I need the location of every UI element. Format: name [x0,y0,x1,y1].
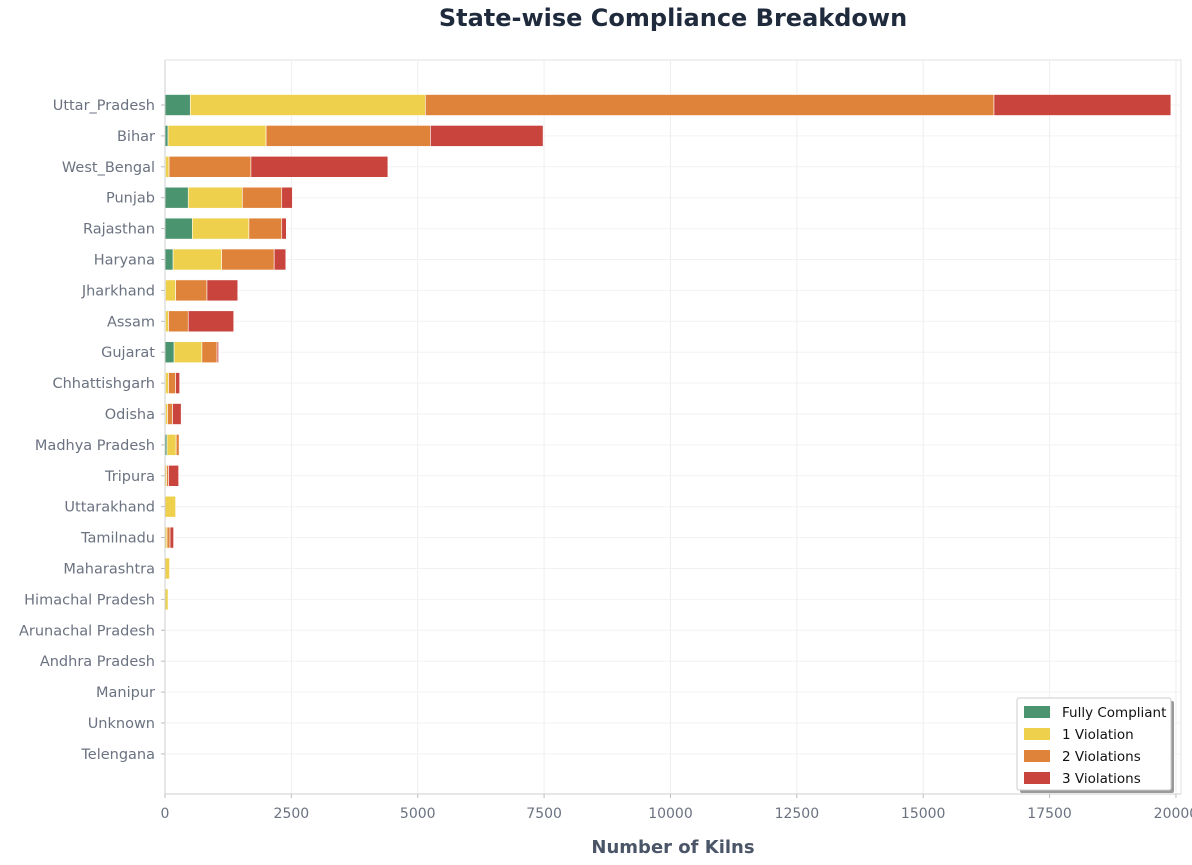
bar-gujarat-series-0 [164,341,175,364]
bar-chhattishgarh-series-1 [165,372,169,394]
y-tick-label: Arunachal Pradesh [19,623,155,639]
x-tick-labels: 0 2500 5000 7500 10000 12500 15000 17500 20000 [161,794,1192,822]
y-tick-label: Punjab [106,191,155,207]
x-tick-label: 0 [161,806,170,822]
bar-west-bengal-series-2 [168,156,252,178]
bar-gujarat-series-2 [201,341,218,364]
x-tick-label: 17500 [1027,806,1072,822]
bar-odisha-series-1 [165,403,168,425]
y-tick-label: Telengana [80,747,155,763]
x-axis-label: Number of Kilns [591,837,754,858]
legend-label: 1 Violation [1062,727,1134,743]
bar-uttar-pradesh-series-1 [189,94,426,116]
bar-jharkhand-series-3 [206,279,239,302]
bar-rajasthan-series-2 [248,217,283,240]
y-tick-label: Odisha [105,407,155,423]
bar-bihar-series-2 [265,125,431,147]
legend: Fully Compliant 1 Violation 2 Violations 3 … [1016,697,1174,793]
y-tick-label: Gujarat [101,345,155,361]
bar-assam-series-1 [165,310,169,333]
bar-haryana-series-0 [164,248,174,271]
bar-punjab-series-2 [242,186,283,209]
bar-gujarat-series-3 [216,341,219,364]
y-tick-label: Tamilnadu [80,531,155,547]
legend-label: 3 Violations [1062,771,1141,787]
bar-rajasthan-series-0 [164,217,193,240]
x-tick-label: 7500 [526,806,562,822]
y-tick-label: Uttar_Pradesh [53,98,155,114]
x-tick-label: 15000 [901,806,946,822]
bar-odisha-series-3 [172,403,182,425]
bar-gujarat-series-1 [173,341,203,364]
y-tick-label: West_Bengal [62,160,155,176]
legend-label: Fully Compliant [1062,705,1166,721]
bar-madhya-pradesh-series-2 [175,434,180,456]
legend-swatch [1024,772,1050,784]
y-tick-label: Madhya Pradesh [35,438,155,454]
bar-chhattishgarh-series-2 [168,372,176,394]
legend-swatch [1024,706,1050,718]
bar-haryana-series-1 [172,248,222,271]
y-tick-label: Haryana [94,253,155,269]
y-tick-label: Uttarakhand [64,500,155,516]
bar-maharashtra-series-1 [164,557,170,580]
x-tick-label: 2500 [274,806,310,822]
y-tick-label: Rajasthan [83,222,155,238]
x-tick-label: 10000 [648,806,693,822]
legend-swatch [1024,750,1050,762]
bar-haryana-series-2 [221,248,275,271]
bar-madhya-pradesh-series-1 [166,434,177,456]
x-tick-label: 5000 [400,806,436,822]
legend-label: 2 Violations [1062,749,1141,765]
bar-rajasthan-series-3 [281,217,287,240]
bar-assam-series-3 [187,310,235,333]
y-tick-label: Chhattishgarh [52,376,155,392]
y-tick-label: Unknown [88,716,155,732]
y-tick-label: Maharashtra [63,562,155,578]
legend-swatch [1024,728,1050,740]
bar-tripura-series-3 [168,464,179,487]
y-tick-label: Himachal Pradesh [24,592,155,608]
bar-tripura-series-2 [166,464,169,487]
y-tick-label: Bihar [117,129,155,145]
bar-punjab-series-3 [281,186,293,209]
x-tick-label: 20000 [1154,806,1192,822]
bars [164,94,1172,765]
bar-uttar-pradesh-series-2 [425,94,995,116]
x-tick-label: 12500 [775,806,820,822]
bar-punjab-series-0 [164,186,189,209]
bar-west-bengal-series-3 [250,156,389,178]
bar-rajasthan-series-1 [191,217,250,240]
bar-chhattishgarh-series-3 [175,372,180,394]
bar-jharkhand-series-1 [165,279,176,302]
bar-punjab-series-1 [187,186,243,209]
y-tick-label: Assam [107,314,155,330]
y-tick-labels: Uttar_Pradesh Bihar West_Bengal Punjab Rajas… [19,98,165,763]
y-tick-label: Jharkhand [81,283,155,299]
bar-tamilnadu-series-3 [169,526,174,549]
bar-bihar-series-3 [430,125,544,147]
bar-uttar-pradesh-series-3 [993,94,1172,116]
plot-area [164,59,1182,795]
y-tick-label: Manipur [96,685,155,701]
bar-bihar-series-1 [167,125,267,147]
bar-assam-series-2 [168,310,189,333]
bar-west-bengal-series-1 [165,156,170,178]
bar-uttar-pradesh-series-0 [164,94,191,116]
bar-odisha-series-2 [167,403,173,425]
bar-tamilnadu-series-2 [166,526,171,549]
bar-uttarakhand-series-1 [164,495,176,518]
chart-title: State-wise Compliance Breakdown [439,4,907,32]
y-tick-label: Andhra Pradesh [40,654,155,670]
legend-box [1016,697,1172,791]
y-tick-label: Tripura [104,469,155,485]
bar-haryana-series-3 [273,248,287,271]
bar-jharkhand-series-2 [175,279,208,302]
